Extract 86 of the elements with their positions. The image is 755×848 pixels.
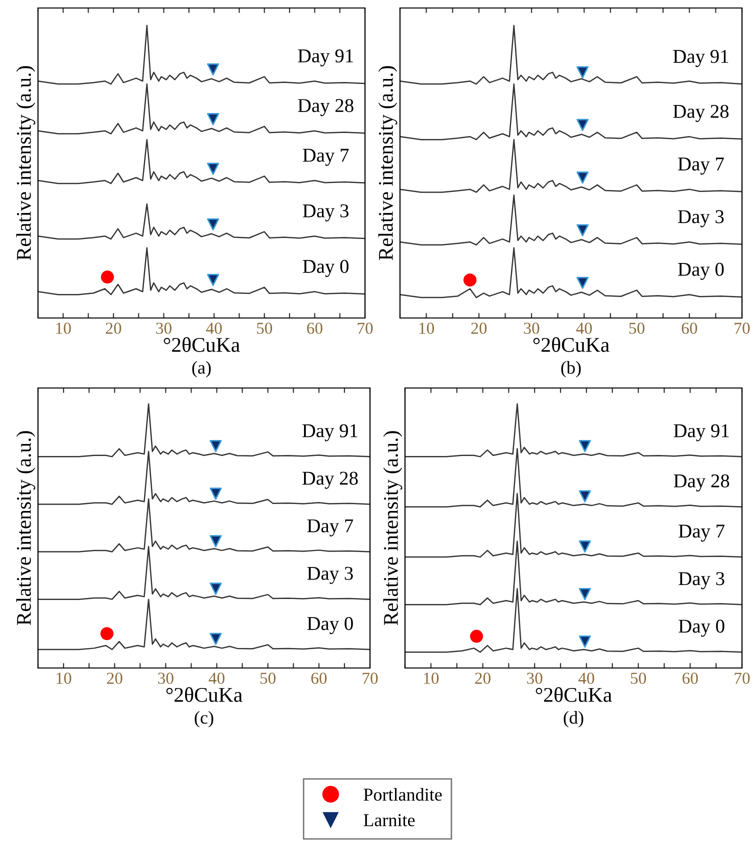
x-tick-label: 20	[475, 672, 490, 684]
point	[578, 440, 591, 452]
x-tick-label: 20	[471, 322, 487, 334]
x-tick-label: 30	[158, 672, 174, 684]
x-tick-label: 30	[156, 322, 172, 334]
y-axis-title: Relative intensity (a.u.)	[378, 66, 398, 260]
x-tick-label: 20	[107, 672, 122, 684]
x-tick-label: 20	[106, 322, 122, 334]
annotation: Day 0	[678, 620, 724, 637]
x-tick-label: 40	[576, 322, 592, 334]
x-tick-label: 10	[56, 672, 72, 684]
x-tick-label: 60	[307, 322, 322, 334]
text: (d)	[564, 711, 584, 728]
x-tick-label: 70	[734, 322, 750, 334]
annotation: Day 28	[674, 474, 730, 492]
x-tick-label: 30	[527, 672, 542, 684]
point	[206, 162, 220, 175]
x-axis-title: °2θCuKa	[533, 337, 610, 352]
x-tick-label: 70	[358, 322, 373, 334]
text: (a)	[192, 361, 211, 378]
point	[210, 535, 222, 548]
annotation: Day 91	[673, 50, 728, 67]
annotation: Day 3	[678, 210, 724, 228]
point	[206, 274, 220, 286]
annotation: Day 3	[307, 566, 353, 584]
y-axis-title: Relative intensity (a.u.)	[383, 431, 402, 626]
x-tick-label: 10	[56, 322, 71, 334]
x-tick-label: 10	[419, 322, 434, 334]
x-tick-label: 40	[206, 322, 222, 334]
x-tick-label: 70	[362, 672, 378, 684]
x-tick-label: 40	[208, 672, 224, 684]
annotation: Day 7	[307, 519, 354, 536]
point	[210, 440, 222, 452]
annotation: Day 0	[307, 616, 353, 634]
annotation: Day 28	[298, 98, 354, 116]
x-tick-label: 60	[682, 672, 698, 684]
annotation: Day 7	[678, 158, 724, 175]
x-tick-label: 50	[260, 672, 276, 684]
annotation: Day 91	[302, 424, 358, 442]
point	[576, 66, 589, 78]
annotation: Day 7	[678, 524, 724, 542]
point	[100, 270, 114, 284]
annotation: Day 0	[678, 262, 724, 280]
point	[576, 172, 589, 184]
annotation: Day 91	[674, 424, 729, 442]
legend-label: Portlandite	[364, 788, 442, 801]
x-tick-label: 60	[311, 672, 327, 684]
text: (c)	[194, 711, 214, 728]
point	[210, 582, 222, 595]
point	[576, 276, 589, 289]
y-axis-title: Relative intensity (a.u.)	[16, 431, 36, 626]
annotation: Day 7	[302, 148, 349, 166]
x-axis-title: °2θCuKa	[166, 687, 242, 702]
point	[470, 630, 484, 643]
point	[206, 218, 220, 230]
x-tick-label: 70	[734, 672, 750, 684]
x-tick-label: 60	[682, 322, 698, 334]
point	[463, 273, 476, 286]
point	[578, 588, 591, 600]
point	[210, 632, 222, 646]
x-axis-title: °2θCuKa	[536, 687, 612, 702]
point	[210, 488, 222, 500]
point	[578, 636, 591, 648]
annotation: Day 28	[673, 104, 729, 122]
x-tick-label: 50	[630, 672, 646, 684]
x-tick-label: 50	[629, 322, 644, 334]
point	[100, 627, 114, 640]
annotation: Day 0	[302, 260, 349, 277]
y-axis-title: Relative intensity (a.u.)	[16, 66, 36, 260]
x-axis-title: °2θCuKa	[164, 337, 240, 352]
point	[578, 540, 591, 553]
x-tick-label: 10	[424, 672, 439, 684]
point	[576, 224, 589, 236]
annotation: Day 28	[302, 472, 358, 489]
point	[206, 113, 220, 126]
x-tick-label: 50	[257, 322, 272, 334]
point	[576, 118, 589, 132]
text: (b)	[561, 361, 581, 378]
legend-label: Larnite	[364, 814, 415, 826]
x-tick-label: 40	[578, 672, 594, 684]
point	[206, 63, 220, 76]
annotation: Day 3	[678, 572, 724, 590]
annotation: Day 3	[302, 204, 348, 222]
x-tick-label: 30	[524, 322, 540, 334]
point	[578, 490, 591, 502]
annotation: Day 91	[298, 49, 353, 66]
